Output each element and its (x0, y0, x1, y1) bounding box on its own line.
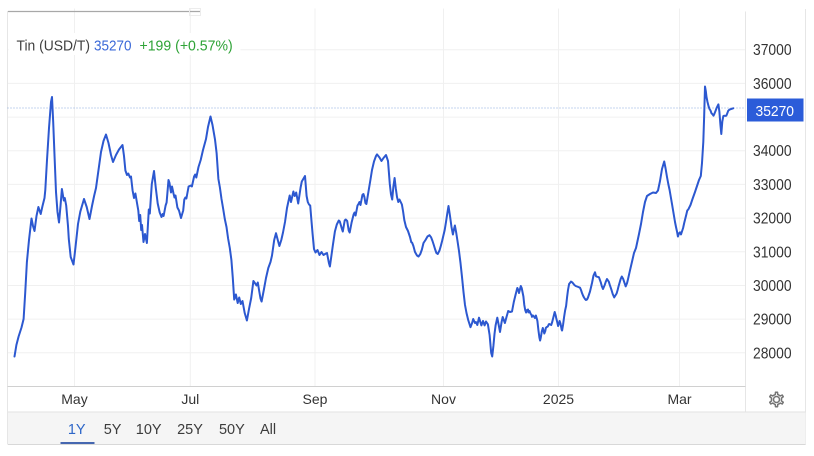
svg-text:25Y: 25Y (177, 422, 203, 438)
svg-text:1Y: 1Y (68, 422, 86, 438)
svg-text:Jul: Jul (181, 391, 199, 407)
svg-text:May: May (61, 391, 87, 407)
svg-text:35270: 35270 (756, 103, 795, 120)
svg-text:10Y: 10Y (136, 422, 162, 438)
svg-text:34000: 34000 (753, 143, 792, 160)
svg-text:2025: 2025 (543, 391, 574, 407)
svg-text:30000: 30000 (753, 278, 792, 295)
svg-text:+199 (+0.57%): +199 (+0.57%) (140, 37, 233, 54)
svg-text:50Y: 50Y (219, 422, 245, 438)
svg-text:37000: 37000 (753, 42, 792, 59)
svg-text:28000: 28000 (753, 345, 792, 362)
svg-text:31000: 31000 (753, 244, 792, 261)
svg-text:33000: 33000 (753, 177, 792, 194)
svg-text:32000: 32000 (753, 211, 792, 228)
svg-text:All: All (260, 422, 276, 438)
svg-text:Tin (USD/T): Tin (USD/T) (17, 37, 91, 54)
svg-text:36000: 36000 (753, 76, 792, 93)
svg-text:5Y: 5Y (104, 422, 122, 438)
svg-text:Mar: Mar (667, 391, 691, 407)
svg-text:29000: 29000 (753, 312, 792, 329)
svg-text:Sep: Sep (303, 391, 328, 407)
svg-text:Nov: Nov (431, 391, 456, 407)
svg-text:35270: 35270 (94, 37, 132, 54)
